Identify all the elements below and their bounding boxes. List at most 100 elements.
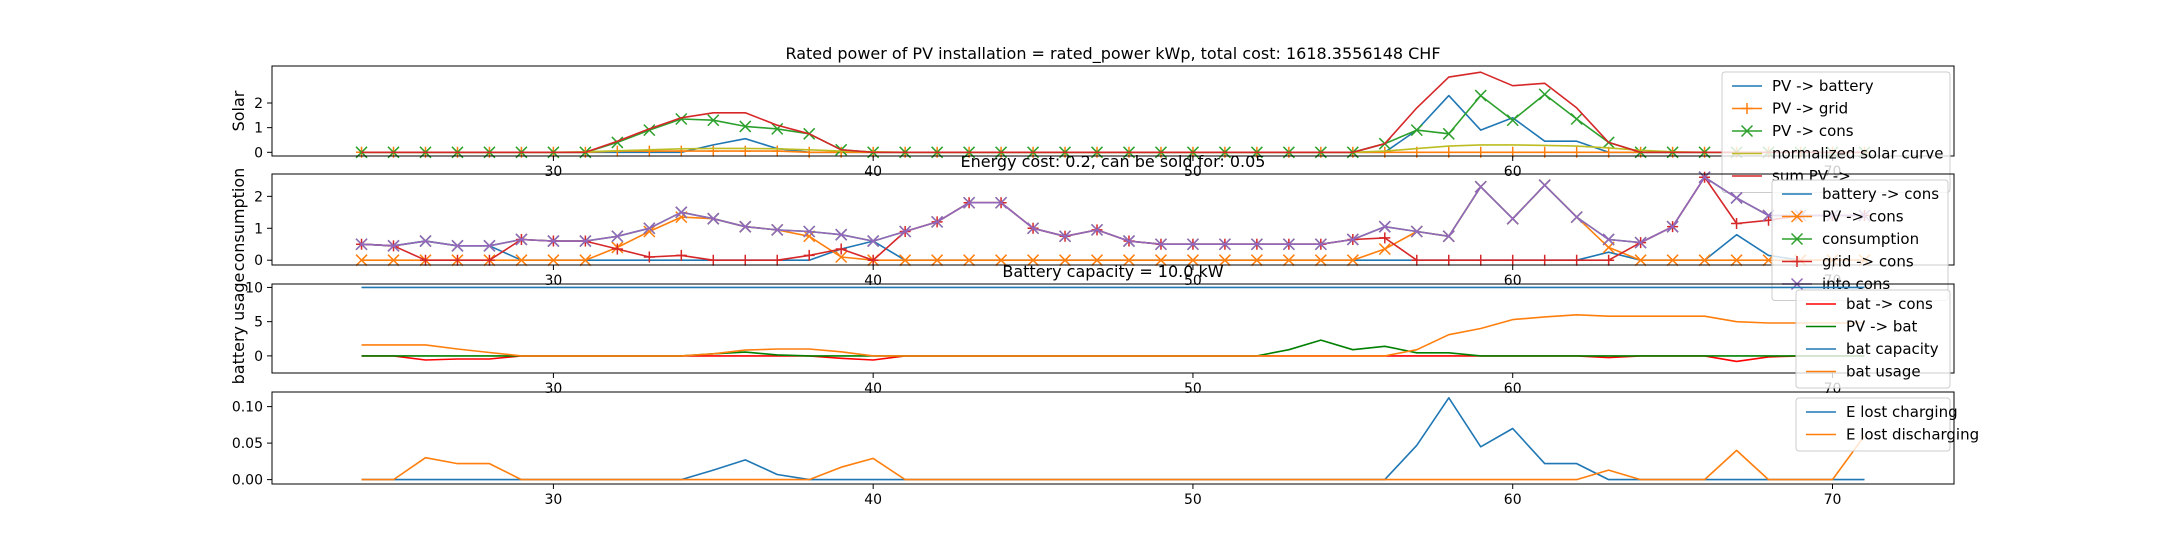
data-point	[1603, 254, 1615, 266]
legend-label: PV -> cons	[1822, 208, 1904, 226]
data-point	[1698, 254, 1711, 267]
series-line	[361, 313, 1865, 357]
data-point	[739, 120, 752, 133]
legend: battery -> cons PV -> cons consumption grid…	[1771, 179, 1949, 301]
series-2	[361, 435, 1866, 481]
x-tick-label: 40	[864, 273, 882, 289]
data-point	[1379, 232, 1391, 244]
series-5	[361, 71, 1865, 154]
data-point	[1443, 254, 1455, 266]
y-axis-label: battery usage	[229, 273, 248, 385]
legend-label: E lost charging	[1846, 403, 1958, 421]
data-point	[643, 251, 655, 263]
data-point	[1475, 254, 1487, 266]
y-axis-label: Solar	[229, 90, 248, 131]
data-point	[899, 225, 912, 238]
data-point	[675, 206, 688, 219]
legend-entry: bat usage	[1806, 363, 1921, 381]
x-tick-label: 40	[864, 164, 882, 180]
data-point	[1154, 238, 1168, 251]
data-point	[611, 136, 624, 149]
x-tick-label: 60	[1504, 492, 1522, 508]
data-point	[1506, 114, 1519, 127]
series-line	[361, 176, 1865, 247]
x-tick-label: 50	[1184, 381, 1202, 397]
series-4	[361, 313, 1865, 357]
data-point	[803, 225, 816, 238]
data-point	[1411, 254, 1423, 266]
x-tick-label: 50	[1184, 273, 1202, 289]
data-point	[995, 254, 1008, 267]
data-point	[771, 122, 784, 135]
data-point	[963, 196, 976, 209]
legend-entry: E lost discharging	[1806, 426, 1979, 444]
data-point	[675, 249, 687, 261]
legend-label: consumption	[1822, 230, 1919, 248]
y-axis-label: consumption	[229, 168, 248, 272]
data-point	[739, 220, 752, 233]
series-line	[361, 71, 1865, 154]
legend-label: PV -> grid	[1772, 100, 1848, 118]
x-tick-label: 40	[864, 381, 882, 397]
data-point	[1602, 233, 1615, 246]
chart-title: Rated power of PV installation = rated_p…	[785, 44, 1440, 64]
x-tick-label: 30	[544, 273, 562, 289]
legend-marker	[1741, 103, 1753, 114]
legend-marker	[1790, 232, 1804, 246]
axes-frame	[271, 173, 1955, 266]
data-point	[1058, 230, 1072, 243]
x-tick-label: 30	[544, 492, 562, 508]
data-point	[931, 254, 944, 267]
data-point	[1282, 238, 1295, 251]
data-point	[451, 254, 463, 266]
legend-entry: PV -> cons	[1782, 208, 1904, 226]
legend-label: PV -> battery	[1772, 77, 1874, 95]
data-point	[1282, 254, 1295, 267]
data-point	[1730, 191, 1743, 204]
data-point	[867, 235, 880, 248]
data-point	[1154, 254, 1168, 267]
data-point	[1378, 243, 1391, 256]
legend-label: PV -> bat	[1846, 318, 1918, 336]
legend-marker	[1790, 210, 1804, 223]
y-tick-label: 0	[254, 349, 263, 365]
axes-frame	[271, 391, 1955, 485]
data-point	[739, 145, 751, 157]
y-tick-label: 5	[254, 315, 263, 331]
data-point	[1346, 233, 1359, 246]
data-point	[387, 239, 400, 252]
data-point	[643, 124, 656, 137]
chart-title: Energy cost: 0.2, can be sold for: 0.05	[961, 152, 1266, 171]
data-point	[483, 254, 495, 266]
data-point	[643, 145, 655, 157]
data-point	[707, 254, 719, 266]
legend-label: bat -> cons	[1846, 295, 1933, 313]
data-point	[1090, 254, 1104, 267]
data-point	[867, 254, 879, 266]
y-tick-label: 0.00	[232, 473, 263, 489]
data-point	[771, 223, 784, 236]
x-tick-label: 60	[1504, 164, 1522, 180]
legend-entry: battery -> cons	[1782, 185, 1939, 203]
data-point	[1506, 212, 1519, 225]
data-point	[1474, 180, 1487, 193]
data-point	[355, 238, 368, 251]
data-point	[707, 145, 719, 157]
data-point	[675, 145, 687, 157]
legend-marker	[1740, 124, 1754, 138]
legend-label: PV -> cons	[1772, 122, 1854, 140]
data-point	[611, 243, 623, 255]
legend-entry: PV -> cons	[1732, 122, 1854, 140]
data-point	[835, 228, 848, 241]
data-point	[995, 196, 1008, 209]
data-point	[355, 254, 368, 267]
y-tick-label: 0	[254, 145, 263, 161]
data-point	[643, 225, 656, 238]
data-point	[419, 254, 431, 266]
legend-label: battery -> cons	[1822, 185, 1939, 203]
legend-entry: grid -> cons	[1782, 253, 1914, 271]
legend-label: E lost discharging	[1846, 426, 1979, 444]
x-tick-label: 60	[1504, 381, 1522, 397]
data-point	[387, 254, 400, 267]
